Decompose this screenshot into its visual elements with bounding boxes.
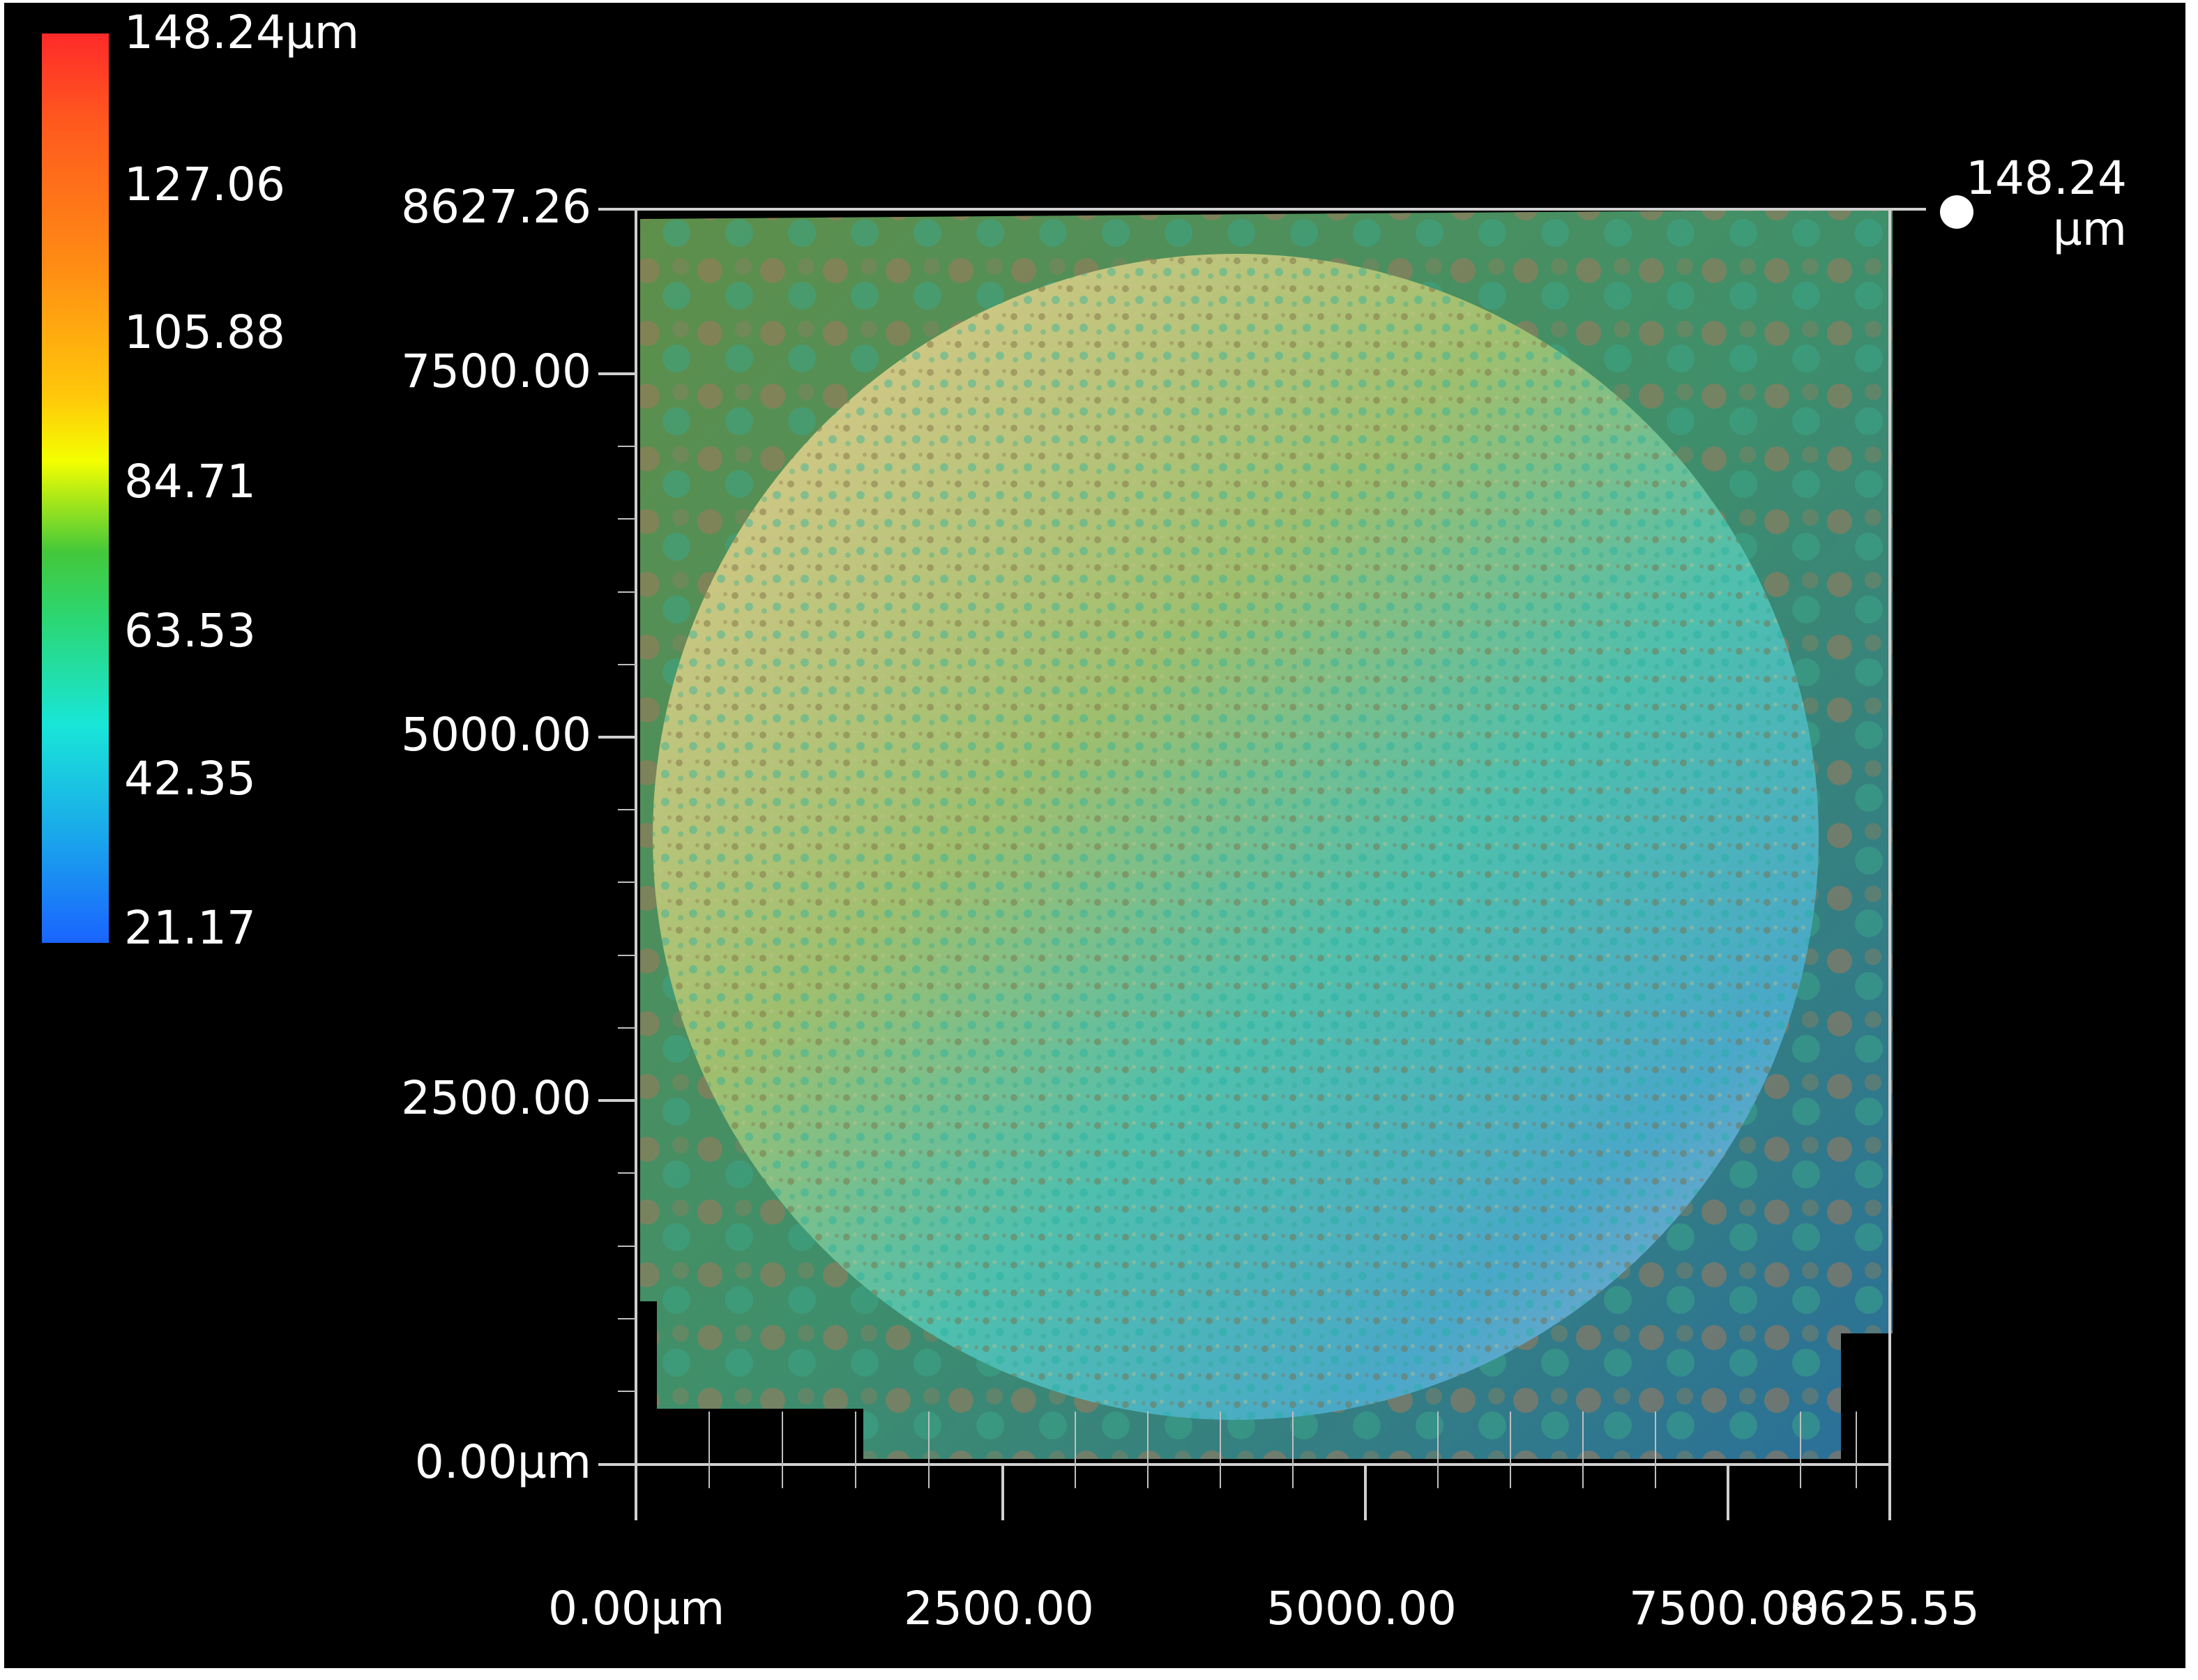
height-color-scale [42, 33, 109, 943]
plot-axes [635, 208, 1926, 1520]
colorbar-label: 127.06 [124, 158, 285, 211]
y-tick-label: 5000.00 [401, 708, 591, 762]
colorbar-label: 63.53 [124, 604, 256, 658]
x-tick-label: 2500.00 [904, 1582, 1094, 1635]
colorbar-label: 105.88 [124, 305, 285, 359]
y-axis-ticks [598, 208, 636, 1466]
y-tick-label: 2500.00 [401, 1071, 591, 1125]
y-axis-minor-ticks [618, 446, 636, 1392]
x-tick-label: 7500.00 [1629, 1582, 1819, 1635]
x-tick-label-zero: 0.00µm [548, 1582, 725, 1635]
colorbar-label-min: 21.17 [124, 901, 256, 955]
height-map-plot [598, 208, 1926, 1520]
z-height-readout: 148.24 µm [1966, 153, 2127, 255]
x-tick-label: 5000.00 [1266, 1582, 1457, 1635]
z-height-value: 148.24 [1966, 151, 2127, 205]
surface-profile-viewer: 148.24µm 127.06 105.88 84.71 63.53 42.35… [4, 3, 2185, 1668]
y-tick-label-max: 8627.26 [401, 180, 591, 234]
sample-disc [653, 254, 1819, 1420]
x-axis-ticks [635, 1465, 1891, 1520]
y-tick-label-zero: 0.00µm [414, 1435, 591, 1489]
x-axis-minor-ticks [708, 1412, 1857, 1488]
x-tick-label-max: 8625.55 [1789, 1582, 1980, 1635]
colorbar-label: 42.35 [124, 752, 256, 805]
y-tick-label: 7500.00 [401, 345, 591, 398]
colorbar-label-max: 148.24µm [124, 6, 360, 59]
colorbar-label: 84.71 [124, 455, 256, 508]
z-height-unit: µm [2052, 202, 2127, 256]
dot-icon[interactable] [1940, 195, 1973, 229]
